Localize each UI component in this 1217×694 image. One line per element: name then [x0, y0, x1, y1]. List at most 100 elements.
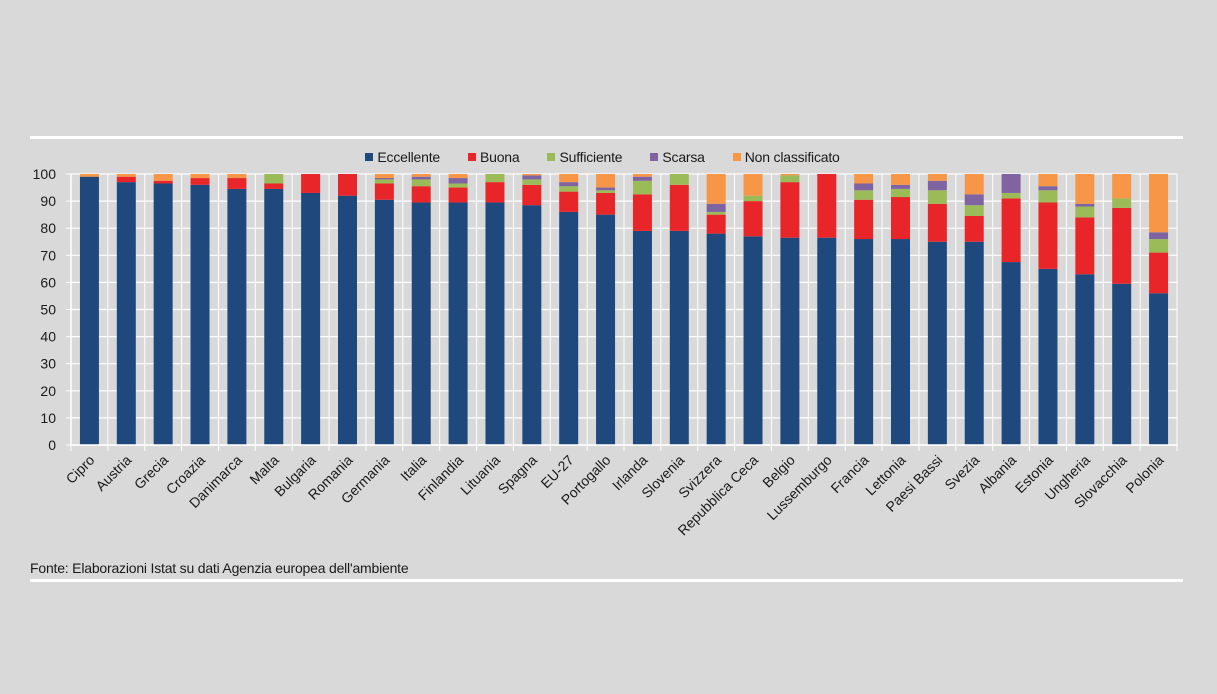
bar-croazia-eccellente: [190, 184, 210, 445]
bar-svizzera-eccellente: [706, 233, 726, 445]
bar-bulgaria-eccellente: [301, 192, 321, 445]
bar-lettonia-eccellente: [891, 239, 910, 445]
bar-spagna-scarsa: [522, 175, 542, 180]
bar-polonia-scarsa: [1149, 232, 1169, 240]
bar-polonia-buona: [1149, 252, 1169, 294]
legend-label-non-classificato: Non classificato: [744, 149, 840, 165]
legend-swatch-eccellente: [365, 153, 374, 161]
bar-francia-scarsa: [854, 183, 874, 191]
bar-ungheria-buona: [1075, 217, 1095, 275]
bar-albania-sufficiente: [1001, 192, 1021, 199]
bar-repubblica-ceca-sufficiente: [743, 195, 763, 202]
legend: Eccellente Buona Sufficiente Scarsa Non …: [0, 148, 1217, 166]
y-tick-label-20: 20: [40, 383, 56, 399]
x-tick-label-lussemburgo: Lussemburgo: [764, 452, 835, 523]
bar-germania-eccellente: [374, 199, 394, 445]
legend-swatch-buona: [467, 153, 476, 161]
bar-italia-scarsa: [411, 176, 431, 180]
bar-svizzera-non-classificato: [706, 174, 726, 204]
y-tick-label-80: 80: [40, 220, 56, 236]
bar-grecia-buona: [153, 180, 173, 184]
bar-estonia-non-classificato: [1038, 174, 1058, 187]
source-note: Fonte: Elaborazioni Istat su dati Agenzi…: [30, 560, 409, 576]
bar-belgio-buona: [780, 182, 800, 238]
legend-entry-eccellente: Eccellente: [365, 149, 440, 165]
bar-italia-buona: [411, 186, 431, 203]
bar-slovacchia-sufficiente: [1112, 198, 1132, 208]
bar-grecia-non-classificato: [153, 174, 173, 181]
legend-entry-buona: Buona: [467, 149, 520, 165]
bar-irlanda-scarsa: [632, 176, 652, 181]
bar-estonia-eccellente: [1038, 268, 1058, 445]
bar-svezia-non-classificato: [964, 174, 984, 195]
bar-ungheria-eccellente: [1075, 274, 1095, 445]
y-tick-label-90: 90: [40, 193, 56, 209]
legend-swatch-non-classificato: [732, 153, 741, 161]
legend-swatch-sufficiente: [547, 153, 556, 161]
bar-irlanda-buona: [632, 194, 652, 231]
bar-malta-eccellente: [264, 188, 284, 445]
bar-eu-27-buona: [559, 191, 579, 212]
bar-austria-buona: [116, 176, 136, 183]
y-tick-label-10: 10: [40, 410, 56, 426]
y-tick-label-30: 30: [40, 356, 56, 372]
bar-francia-non-classificato: [854, 174, 874, 184]
bar-svezia-eccellente: [964, 241, 984, 445]
bar-svizzera-sufficiente: [706, 211, 726, 215]
bar-slovacchia-eccellente: [1112, 283, 1132, 445]
bar-repubblica-ceca-non-classificato: [743, 174, 763, 196]
bar-estonia-sufficiente: [1038, 190, 1058, 203]
bar-svezia-scarsa: [964, 194, 984, 206]
bar-germania-scarsa: [374, 178, 394, 180]
x-tick-label-austria: Austria: [92, 452, 134, 494]
y-tick-label-100: 100: [33, 166, 57, 182]
bar-slovenia-eccellente: [669, 230, 689, 445]
bar-lituania-eccellente: [485, 202, 505, 445]
bar-lussemburgo-buona: [817, 174, 837, 238]
bar-eu-27-sufficiente: [559, 186, 579, 192]
bar-belgio-eccellente: [780, 237, 800, 445]
bar-slovacchia-non-classificato: [1112, 174, 1132, 199]
y-tick-label-70: 70: [40, 247, 56, 263]
y-tick-label-0: 0: [48, 437, 56, 453]
bar-finlandia-non-classificato: [448, 174, 468, 179]
bar-ungheria-non-classificato: [1075, 174, 1095, 204]
bar-danimarca-buona: [227, 178, 247, 189]
bar-germania-sufficiente: [374, 179, 394, 184]
bar-paesi-bassi-sufficiente: [927, 190, 947, 204]
bar-finlandia-scarsa: [448, 178, 468, 184]
legend-label-buona: Buona: [479, 149, 520, 165]
bar-lettonia-non-classificato: [891, 174, 910, 185]
legend-swatch-scarsa: [650, 153, 659, 161]
bar-irlanda-eccellente: [632, 230, 652, 445]
bar-eu-27-non-classificato: [559, 174, 579, 183]
bar-romania-buona: [338, 174, 357, 196]
bar-paesi-bassi-buona: [927, 203, 947, 242]
x-tick-label-italia: Italia: [397, 452, 429, 484]
bar-svizzera-buona: [706, 214, 726, 234]
bar-portogallo-sufficiente: [596, 190, 616, 193]
x-tick-label-lituania: Lituania: [457, 452, 503, 498]
legend-label-eccellente: Eccellente: [377, 149, 440, 165]
legend-entry-non-classificato: Non classificato: [732, 149, 840, 165]
bar-polonia-non-classificato: [1149, 174, 1169, 233]
bar-paesi-bassi-eccellente: [927, 241, 947, 445]
bar-eu-27-eccellente: [559, 211, 579, 445]
bar-repubblica-ceca-buona: [743, 201, 763, 237]
bar-lituania-sufficiente: [485, 174, 505, 183]
bar-finlandia-eccellente: [448, 202, 468, 445]
bar-lettonia-sufficiente: [891, 188, 910, 198]
bar-irlanda-sufficiente: [632, 180, 652, 195]
bar-danimarca-non-classificato: [227, 174, 247, 179]
bar-lettonia-scarsa: [891, 184, 910, 189]
bar-cipro-non-classificato: [79, 174, 99, 177]
bar-austria-eccellente: [116, 182, 136, 445]
top-rule: [30, 136, 1183, 139]
bar-italia-eccellente: [411, 202, 431, 445]
legend-entry-sufficiente: Sufficiente: [547, 149, 623, 165]
bar-belgio-sufficiente: [780, 175, 800, 183]
y-tick-label-40: 40: [40, 329, 56, 345]
bar-portogallo-non-classificato: [596, 174, 616, 188]
bar-spagna-non-classificato: [522, 174, 542, 176]
bar-polonia-sufficiente: [1149, 239, 1169, 253]
